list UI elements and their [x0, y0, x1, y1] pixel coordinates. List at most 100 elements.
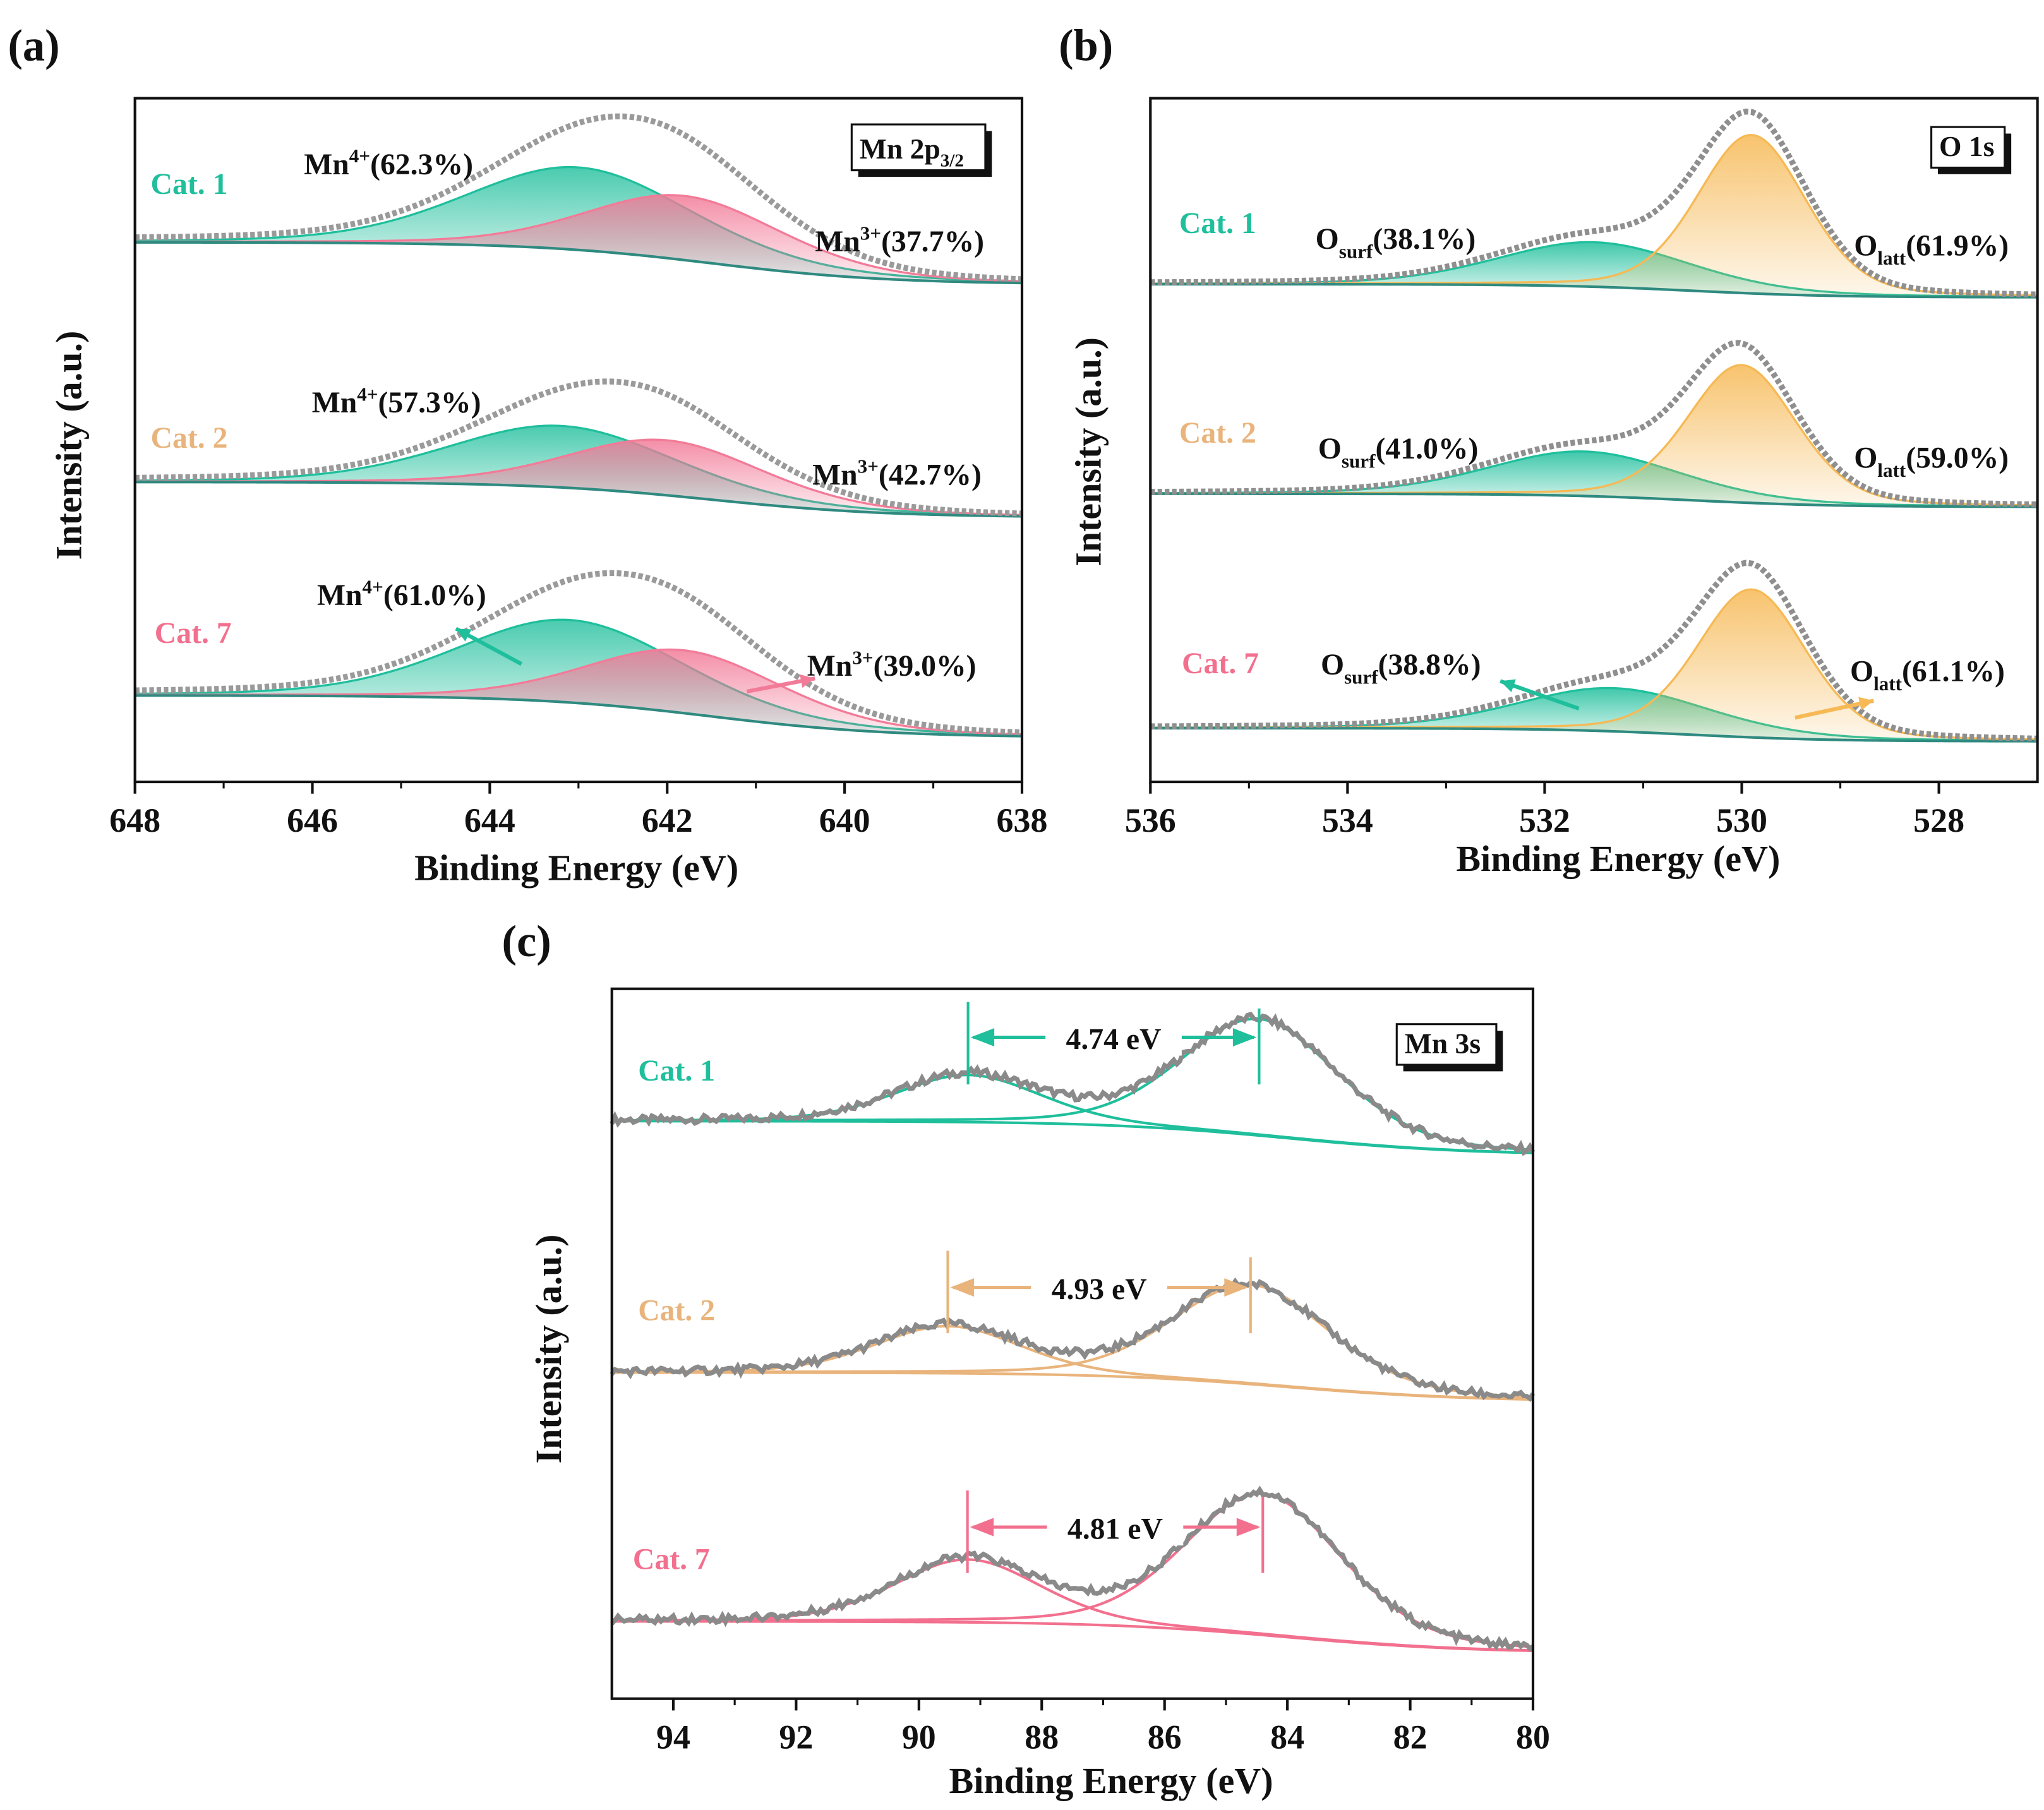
x-tick-label: 642: [642, 801, 693, 839]
series-cat2: Cat. 2 Mn4+(57.3%) Mn3+(42.7%): [135, 378, 1023, 518]
y-axis-label: Intensity (a.u.): [49, 331, 90, 560]
panel-label-c: (c): [502, 917, 551, 966]
baseline-line: [1150, 282, 2038, 299]
x-tick-label: 92: [779, 1718, 813, 1756]
series-cat1: Cat. 1 Osurf(38.1%) Olatt(61.9%): [1150, 108, 2038, 299]
core-level-label-box: [1395, 1023, 1498, 1066]
x-tick-label: 528: [1913, 801, 1964, 839]
sample-label: Cat. 7: [155, 616, 232, 650]
experimental-data: [610, 1011, 1536, 1156]
shift-arrow-head: [1858, 697, 1874, 710]
axes-frame: [1149, 97, 2039, 784]
experimental-data: [610, 1485, 1535, 1652]
shift-arrow-head: [455, 628, 472, 642]
experimental-data: [1150, 560, 2038, 742]
peak-area-label: Olatt(61.9%): [1854, 229, 2009, 269]
shift-arrow-head: [1500, 679, 1516, 692]
x-tick-label: 646: [287, 801, 338, 839]
arrow-head-left: [970, 1518, 994, 1537]
sample-label: Cat. 2: [151, 421, 228, 455]
x-tick-label: 644: [464, 801, 515, 839]
peak-fill-3+: [135, 649, 1023, 736]
core-level-label-box: [1930, 126, 2006, 169]
x-tick-label: 638: [997, 801, 1048, 839]
x-tick-label: 90: [902, 1718, 936, 1756]
panel-c-chart: Cat. 1 4.74 eV Cat. 2 4.93 eV Cat. 7 4.81 eV 9…: [528, 987, 1550, 1801]
x-tick-label: 82: [1393, 1718, 1428, 1756]
baseline-line: [135, 481, 1023, 518]
panel-label-a: (a): [8, 21, 59, 70]
sample-label: Cat. 1: [638, 1054, 715, 1088]
baseline-line: [611, 1371, 1534, 1401]
peak-fill-3+: [135, 440, 1023, 517]
x-tick-label: 534: [1322, 801, 1373, 839]
peak-area-label: Osurf(41.0%): [1318, 432, 1479, 472]
x-tick-label: 530: [1716, 801, 1767, 839]
baseline-line: [1150, 492, 2038, 508]
peak-fit-line: [611, 1324, 1534, 1401]
x-tick-label: 536: [1125, 801, 1176, 839]
shift-arrow-head: [800, 674, 815, 688]
panel-a-chart: Cat. 1 Mn4+(62.3%) Mn3+(37.7%) Cat. 2 Mn4+(5…: [49, 97, 1048, 889]
arrow-head-left: [970, 1028, 995, 1046]
peak-area-label: Mn4+(62.3%): [304, 145, 473, 181]
x-tick-label: 86: [1148, 1718, 1182, 1756]
experimental-data: [610, 1277, 1536, 1402]
series-cat7: Cat. 7 Mn4+(61.0%) Mn3+(39.0%): [135, 570, 1023, 738]
peak-area-label: Olatt(59.0%): [1854, 441, 2009, 481]
peak-area-label: Mn4+(57.3%): [312, 383, 481, 420]
y-axis-label: Intensity (a.u.): [1067, 337, 1109, 566]
x-tick-label: 80: [1516, 1718, 1550, 1756]
series-cat2: Cat. 2 4.93 eV: [610, 1250, 1536, 1402]
x-tick-label: 532: [1519, 801, 1570, 839]
baseline-line: [611, 1620, 1534, 1652]
series-cat1: Cat. 1 Mn4+(62.3%) Mn3+(37.7%): [135, 113, 1023, 285]
sample-label: Cat. 1: [1179, 207, 1256, 240]
peak-area-label: Olatt(61.1%): [1850, 654, 2005, 695]
peak-area-label: Osurf(38.8%): [1321, 648, 1481, 688]
peak-area-label: Osurf(38.1%): [1316, 222, 1476, 263]
peak-fill-3+: [135, 195, 1023, 284]
experimental-data: [1150, 340, 2038, 508]
x-axis-label: Binding Energy (eV): [949, 1760, 1273, 1801]
series-cat7: Cat. 7 4.81 eV: [610, 1485, 1535, 1652]
peak-area-label: Mn3+(39.0%): [807, 646, 977, 683]
y-axis-label: Intensity (a.u.): [528, 1235, 569, 1464]
core-level-label: Mn 2p3/2: [860, 133, 964, 171]
splitting-label: 4.93 eV: [1052, 1273, 1147, 1306]
sample-label: Cat. 2: [638, 1293, 715, 1327]
x-tick-label: 640: [819, 801, 870, 839]
core-level-label: O 1s: [1939, 130, 1994, 162]
peak-fill-latt: [1150, 135, 2038, 297]
series-cat7: Cat. 7 Osurf(38.8%) Olatt(61.1%): [1150, 560, 2038, 743]
x-axis-label: Binding Energy (eV): [414, 848, 738, 889]
arrow-head-right: [1236, 1518, 1261, 1537]
baseline-line: [1150, 726, 2038, 743]
splitting-label-bg: [1047, 1506, 1184, 1546]
sample-label: Cat. 2: [1179, 416, 1256, 450]
x-tick-label: 648: [109, 801, 160, 839]
axes-frame: [610, 987, 1535, 1700]
splitting-label: 4.81 eV: [1067, 1513, 1163, 1546]
experimental-data: [135, 570, 1023, 736]
sample-label: Cat. 7: [1182, 647, 1259, 680]
core-level-label: Mn 3s: [1405, 1027, 1481, 1059]
baseline-line: [611, 1120, 1534, 1154]
sample-label: Cat. 7: [633, 1542, 710, 1576]
core-level-label-box: [850, 123, 987, 172]
arrow-head-left: [950, 1278, 974, 1297]
x-tick-label: 94: [656, 1718, 690, 1756]
peak-area-label: Mn3+(42.7%): [812, 455, 982, 492]
panel-label-b: (b): [1059, 21, 1113, 70]
experimental-data: [135, 113, 1023, 282]
panel-b-chart: Cat. 1 Osurf(38.1%) Olatt(61.9%) Cat. 2 Osur…: [1067, 97, 2039, 879]
arrow-head-right: [1224, 1278, 1248, 1297]
splitting-label-bg: [1031, 1266, 1168, 1306]
baseline-line: [135, 694, 1023, 738]
peak-fill-latt: [1150, 364, 2038, 507]
splitting-label: 4.74 eV: [1066, 1022, 1161, 1056]
x-tick-label: 88: [1025, 1718, 1059, 1756]
sample-label: Cat. 1: [151, 167, 228, 201]
peak-fill-latt: [1150, 589, 2038, 741]
